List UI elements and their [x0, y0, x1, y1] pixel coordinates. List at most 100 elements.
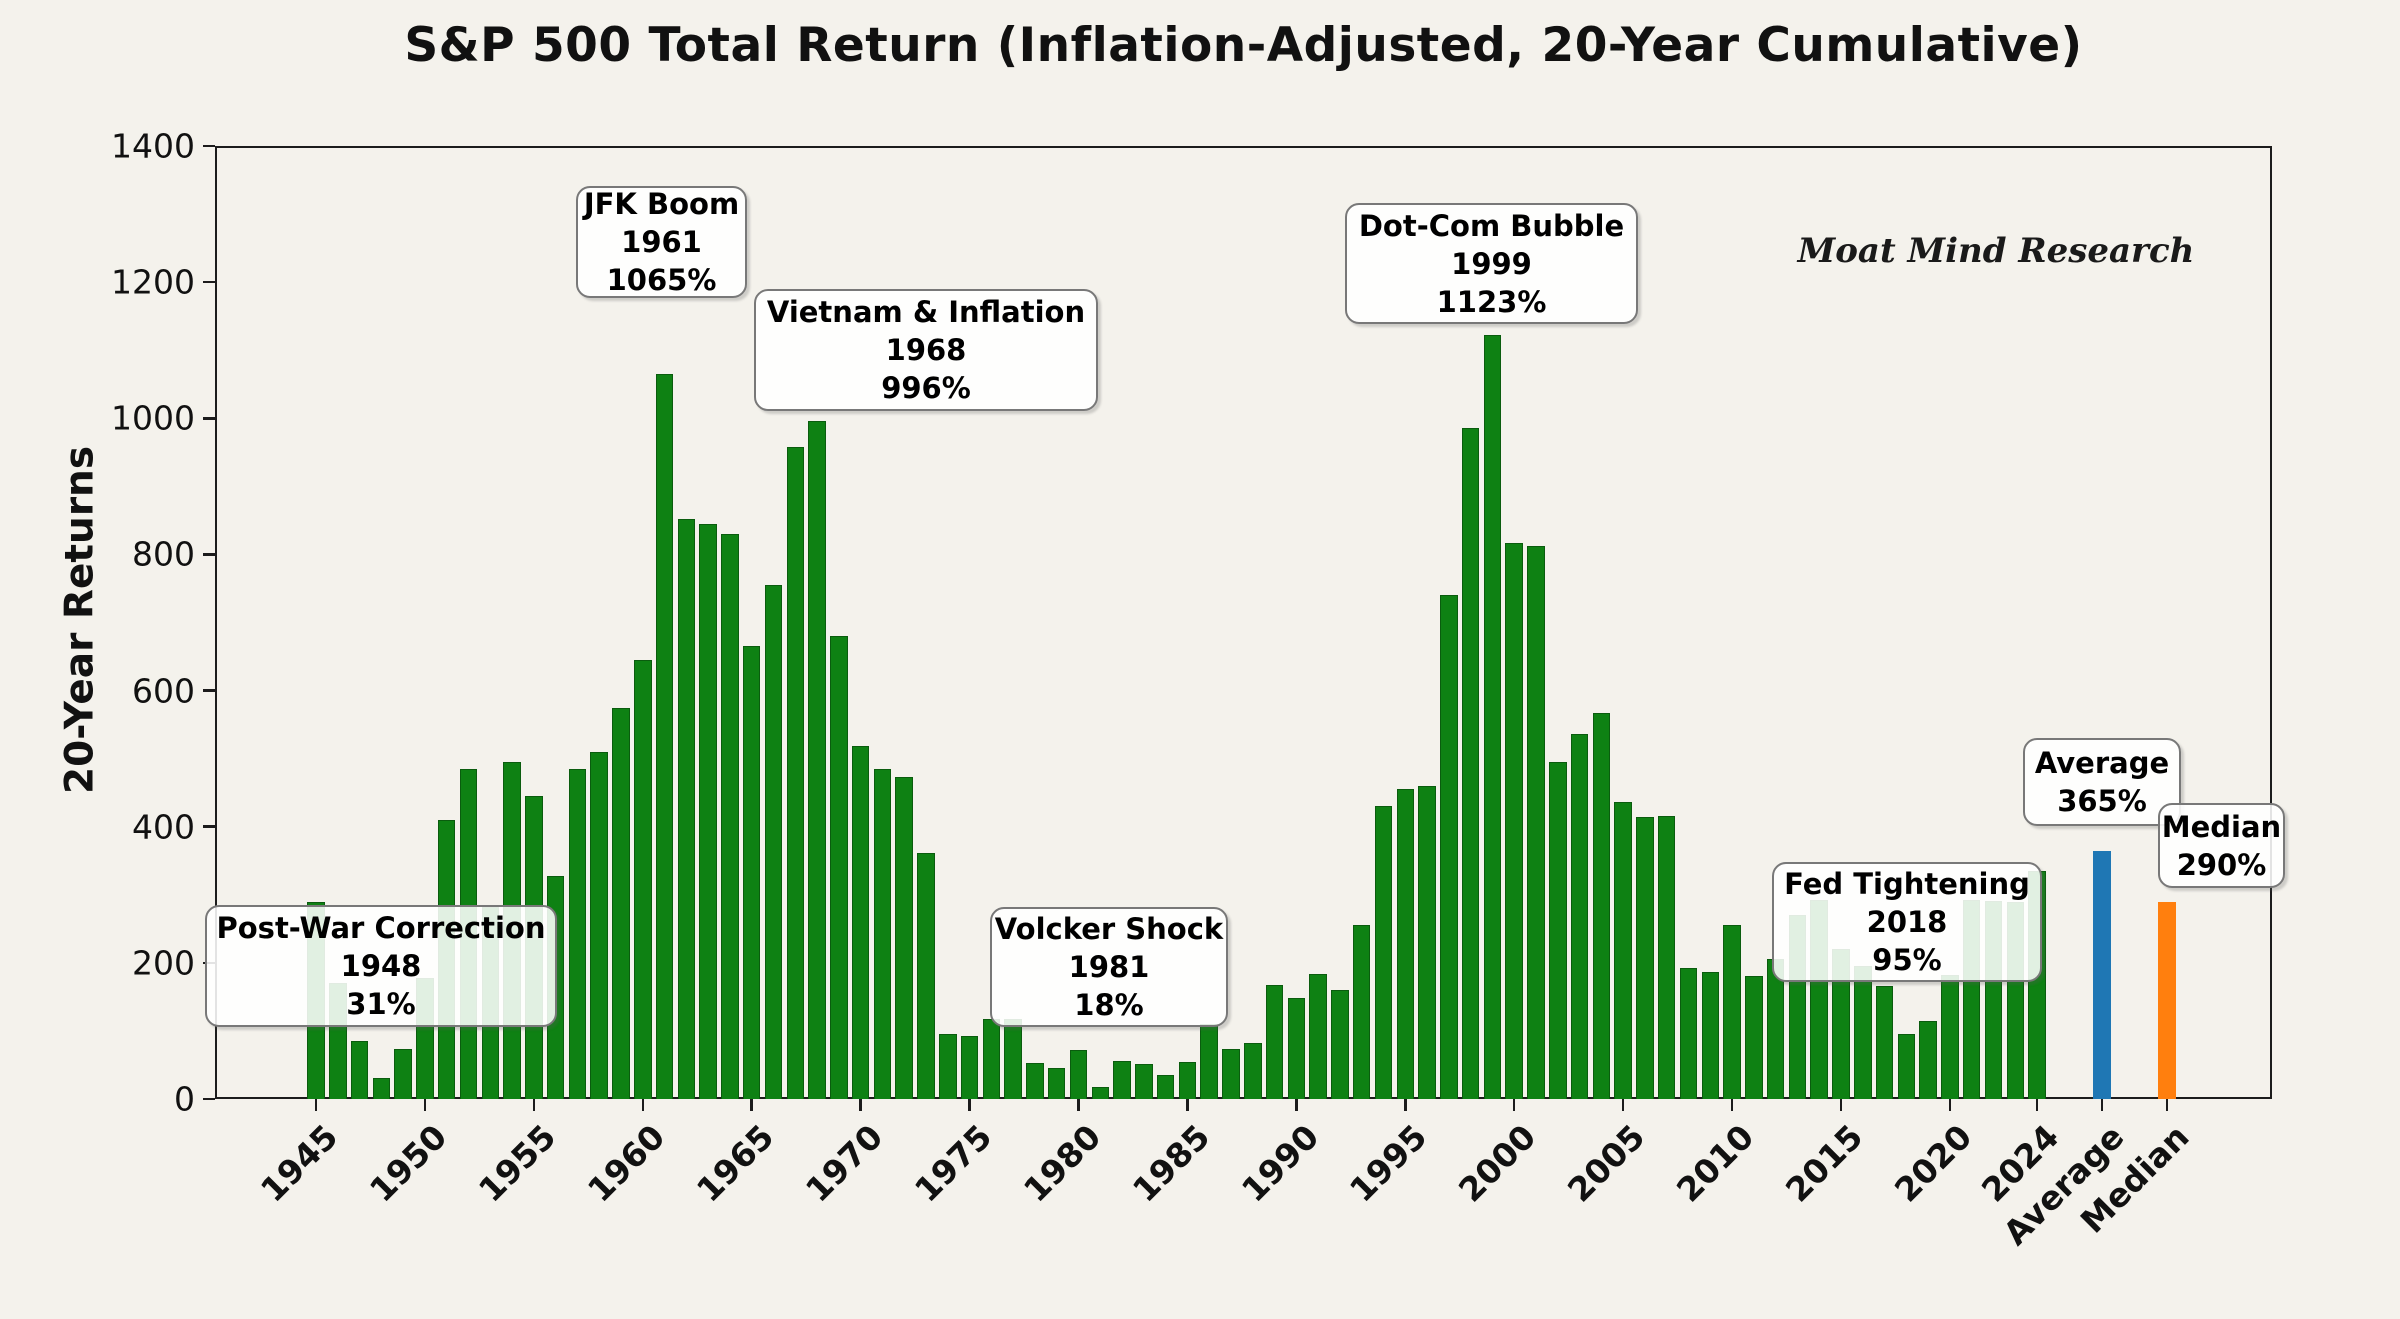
bar-1995: [1396, 789, 1415, 1099]
y-tick-mark-1000: [203, 417, 215, 420]
bar-2004: [1592, 713, 1611, 1099]
bar-2007: [1657, 815, 1676, 1099]
annotation-line: Vietnam & Inflation: [766, 295, 1086, 329]
y-tick-label-600: 600: [132, 671, 195, 711]
x-tick-label-1970: 1970: [797, 1117, 891, 1210]
bar-1988: [1244, 1043, 1262, 1099]
y-tick-mark-400: [203, 825, 215, 828]
bar-average: [2093, 850, 2111, 1099]
x-tick-label-2015: 2015: [1778, 1117, 1871, 1210]
bar-1964: [721, 534, 739, 1099]
y-axis-label: 20-Year Returns: [57, 445, 103, 795]
y-tick-mark-0: [203, 1097, 215, 1101]
x-tick-label-1945: 1945: [253, 1117, 346, 1210]
bar-1976: [982, 1018, 1001, 1099]
x-tick-mark-1980: [1077, 1099, 1080, 1111]
bar-1949: [394, 1049, 412, 1099]
y-tick-label-0: 0: [174, 1079, 195, 1119]
bar-1994: [1374, 806, 1393, 1099]
x-tick-mark-1960: [641, 1099, 645, 1111]
x-tick-label-1980: 1980: [1015, 1117, 1109, 1210]
annotation-line: 996%: [881, 371, 971, 405]
bar-1979: [1047, 1067, 1066, 1099]
y-tick-label-800: 800: [132, 534, 195, 574]
annotation-line: Volcker Shock: [994, 912, 1224, 946]
x-tick-mark-1975: [968, 1099, 971, 1111]
x-tick-label-1995: 1995: [1342, 1117, 1435, 1210]
bar-1961: [655, 374, 674, 1099]
x-tick-mark-2005: [1621, 1099, 1625, 1111]
x-tick-mark-2015: [1839, 1099, 1843, 1111]
annotation-line: 1999: [1451, 246, 1532, 281]
x-tick-label-1950: 1950: [361, 1117, 455, 1210]
bar-2000: [1505, 542, 1523, 1099]
bar-1959: [612, 707, 630, 1099]
x-tick-label-2010: 2010: [1669, 1117, 1762, 1210]
annotation-line: 18%: [1074, 988, 1144, 1022]
annotation-line: 365%: [2057, 784, 2147, 818]
bar-2008: [1679, 968, 1698, 1099]
annotation-box-average: Average 365%: [2023, 738, 2181, 826]
annotation-line: JFK Boom: [583, 187, 740, 221]
bar-1993: [1352, 925, 1371, 1099]
bar-1973: [917, 852, 935, 1099]
annotation-line: Average: [2034, 746, 2170, 780]
bar-1990: [1287, 997, 1306, 1099]
y-tick-label-1000: 1000: [111, 398, 195, 438]
bar-1970: [851, 746, 870, 1099]
annotation-line: Dot-Com Bubble: [1358, 208, 1625, 243]
x-tick-mark-average: [2100, 1099, 2104, 1111]
y-tick-label-400: 400: [132, 807, 195, 847]
bar-1978: [1026, 1062, 1044, 1099]
annotation-line: 1948: [340, 949, 422, 983]
bar-1965: [742, 646, 761, 1099]
bar-1980: [1069, 1049, 1088, 1099]
annotation-line: Median: [2161, 809, 2282, 844]
x-tick-mark-1945: [314, 1099, 318, 1111]
annotation-line: Post-War Correction: [216, 911, 546, 945]
watermark-text: Moat Mind Research: [1797, 231, 2195, 271]
bar-1975: [960, 1036, 979, 1099]
bar-2011: [1745, 975, 1763, 1099]
y-tick-mark-800: [203, 553, 215, 556]
x-tick-mark-median: [2165, 1099, 2169, 1111]
bar-median: [2158, 901, 2176, 1099]
annotation-line: 31%: [346, 987, 416, 1021]
bar-1962: [677, 519, 696, 1099]
x-tick-mark-1985: [1186, 1099, 1189, 1111]
x-tick-mark-1970: [859, 1099, 862, 1111]
annotation-box-post-war-correction: Post-War Correction 1948 31%: [205, 905, 557, 1027]
bar-1999: [1483, 334, 1502, 1099]
bar-1983: [1135, 1063, 1153, 1099]
x-tick-label-1955: 1955: [470, 1117, 564, 1210]
annotation-box-median: Median 290%: [2158, 803, 2285, 888]
bar-1948: [372, 1077, 391, 1099]
plot-area-border: [215, 146, 2272, 1099]
bar-1981: [1091, 1086, 1110, 1099]
annotation-box-dot-com-bubble: Dot-Com Bubble 1999 1123%: [1345, 203, 1638, 324]
y-tick-label-200: 200: [132, 943, 195, 983]
bar-2018: [1897, 1034, 1916, 1099]
y-tick-mark-600: [203, 689, 215, 692]
bar-1966: [764, 585, 783, 1099]
x-tick-mark-2024: [2035, 1099, 2039, 1111]
annotation-line: 1981: [1068, 950, 1150, 984]
annotation-line: 1961: [621, 225, 702, 259]
annotation-line: 1065%: [606, 263, 717, 297]
bar-2019: [1919, 1020, 1937, 1099]
x-tick-mark-1950: [423, 1099, 427, 1111]
annotation-box-fed-tightening: Fed Tightening 2018 95%: [1772, 862, 2042, 982]
annotation-line: Fed Tightening: [1784, 867, 2030, 901]
bar-2001: [1527, 546, 1545, 1099]
bar-1947: [350, 1041, 369, 1099]
bar-2005: [1614, 801, 1632, 1099]
annotation-box-jfk-boom: JFK Boom 1961 1065%: [576, 186, 747, 298]
annotation-line: 290%: [2176, 847, 2267, 882]
bar-1968: [808, 421, 826, 1099]
x-tick-label-2000: 2000: [1451, 1117, 1544, 1210]
bar-2002: [1549, 762, 1567, 1099]
x-tick-mark-1965: [750, 1099, 753, 1111]
bar-2009: [1701, 971, 1720, 1099]
x-tick-label-1960: 1960: [579, 1117, 673, 1210]
